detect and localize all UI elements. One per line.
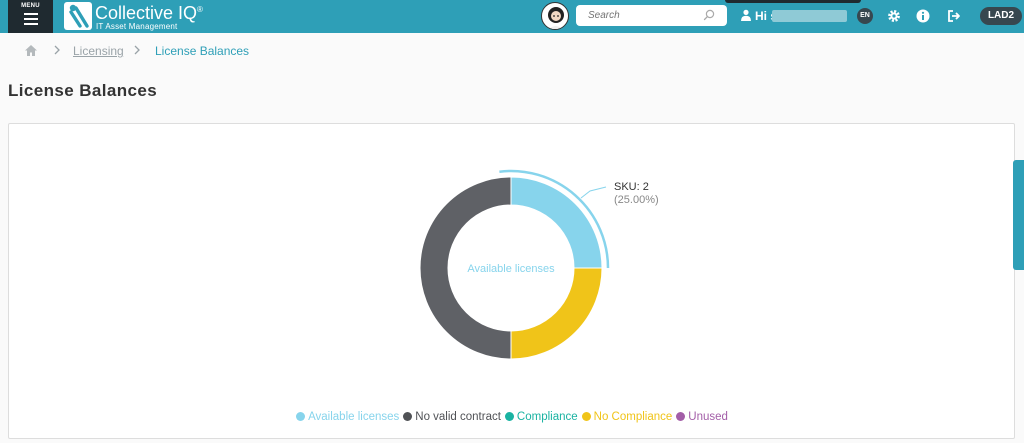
slice-hover-halo	[499, 169, 610, 269]
menu-icon	[24, 13, 38, 28]
menu-label: MENU	[21, 3, 40, 9]
legend-label: No valid contract	[415, 411, 501, 423]
donut-slice-available-licenses[interactable]	[510, 176, 603, 269]
info-icon[interactable]	[916, 9, 930, 23]
chevron-right-icon	[134, 45, 140, 55]
avatar[interactable]	[541, 2, 569, 30]
legend-item-compliance[interactable]: Compliance	[504, 411, 578, 423]
chevron-right-icon	[54, 45, 60, 55]
user-greeting: Hi s	[755, 9, 778, 23]
tooltip-connector	[580, 186, 607, 199]
donut-slice-no-valid-contract[interactable]	[419, 176, 512, 360]
search-icon[interactable]	[703, 9, 715, 21]
gear-icon[interactable]	[887, 9, 901, 23]
legend-swatch	[676, 412, 686, 421]
legend-item-unused[interactable]: Unused	[676, 411, 728, 423]
breadcrumb-item-licensing[interactable]: Licensing	[73, 44, 124, 58]
legend-swatch	[296, 412, 306, 421]
donut-slice-no-compliance[interactable]	[510, 267, 603, 360]
logo-mark	[64, 2, 92, 30]
breadcrumb-item-current: License Balances	[155, 44, 250, 58]
legend-swatch	[581, 412, 591, 421]
side-panel-tab[interactable]	[1013, 160, 1024, 270]
legend-item-available-licenses[interactable]: Available licenses	[296, 411, 399, 423]
legend-item-no-compliance[interactable]: No Compliance	[581, 411, 673, 423]
chart-card	[8, 123, 1015, 439]
logout-icon[interactable]	[947, 9, 961, 23]
legend-item-no-valid-contract[interactable]: No valid contract	[403, 411, 501, 423]
user-icon	[741, 9, 751, 21]
user-name-redacted	[772, 10, 847, 22]
legend-swatch	[403, 412, 413, 421]
legend-label: Available licenses	[308, 411, 400, 423]
home-icon[interactable]	[24, 44, 38, 57]
legend-label: No Compliance	[593, 411, 673, 423]
workspace-badge[interactable]: LAD2	[980, 7, 1022, 25]
menu-button[interactable]: MENU	[8, 0, 53, 33]
donut-center-label: Available licenses	[467, 263, 555, 275]
top-bar: MENU Collective IQ® IT Asset Management	[0, 0, 1024, 33]
legend-swatch	[504, 412, 514, 421]
tooltip-percent-label: (25.00%)	[614, 194, 659, 206]
legend-label: Compliance	[516, 411, 578, 423]
notification-strip	[725, 0, 861, 3]
search-input[interactable]	[576, 5, 727, 26]
page-title: License Balances	[8, 81, 158, 100]
language-selector[interactable]: EN	[857, 8, 873, 24]
logo-subtitle: IT Asset Management	[96, 22, 178, 31]
logo-title: Collective IQ®	[95, 3, 203, 23]
legend-label: Unused	[688, 411, 728, 423]
chart-legend: Available licenses No valid contract Compl…	[0, 411, 1024, 423]
tooltip-sku-label: SKU: 2	[614, 181, 649, 193]
user-menu[interactable]: Hi s	[740, 9, 777, 23]
